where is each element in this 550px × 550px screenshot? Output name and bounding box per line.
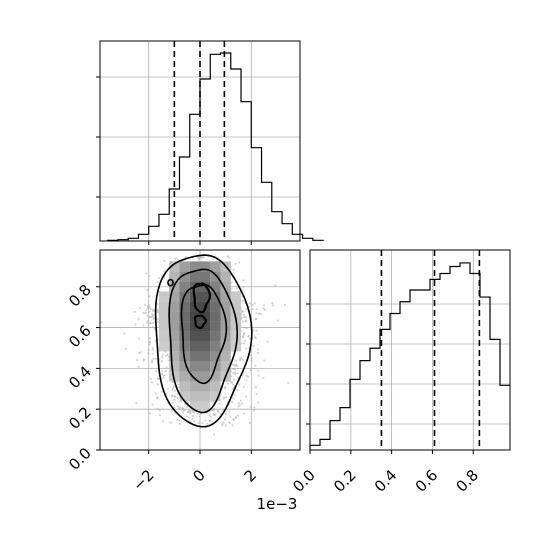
- contour-level-4b: [193, 314, 207, 330]
- y-tick-label: 0.4: [65, 362, 95, 392]
- x-tick-label: 0: [189, 466, 208, 485]
- x-tick-label: 0.0: [289, 466, 319, 496]
- y-tick-label: 0.2: [65, 403, 95, 433]
- density-plot-area: [100, 250, 300, 450]
- x-tick-label: 0.6: [412, 466, 442, 496]
- contour-level-4: [192, 282, 212, 314]
- x-tick-label: 0.8: [452, 466, 482, 496]
- x-tick-label: 0.4: [371, 466, 401, 496]
- x-tick-label: 0.2: [330, 466, 360, 496]
- contour-level-3: [180, 284, 228, 385]
- contour-level-2: [168, 268, 239, 414]
- panel-frame: [309, 249, 511, 451]
- panel-frame: [99, 40, 301, 242]
- contour-level-1: [154, 254, 253, 428]
- histogram-step-line: [107, 52, 324, 241]
- panel-frame: [99, 249, 301, 451]
- histogram-step-line: [309, 262, 510, 450]
- x-axis-offset-label: 1e−3: [257, 495, 298, 513]
- contour-level-4c: [167, 278, 174, 287]
- y-tick-label: 0.6: [65, 322, 95, 352]
- histogram-panel-param1: [96, 40, 324, 245]
- histogram-panel-param2: 0.0 0.2 0.4 0.6 0.8: [289, 249, 511, 496]
- y-tick-label: 0.0: [65, 444, 95, 474]
- x-tick-label: −2: [129, 466, 157, 494]
- x-tick-label: 2: [241, 466, 260, 485]
- y-tick-label: 0.8: [65, 281, 95, 311]
- density-panel-2d: −2 0 2 0.0 0.2 0.4 0.6 0.8: [65, 249, 301, 494]
